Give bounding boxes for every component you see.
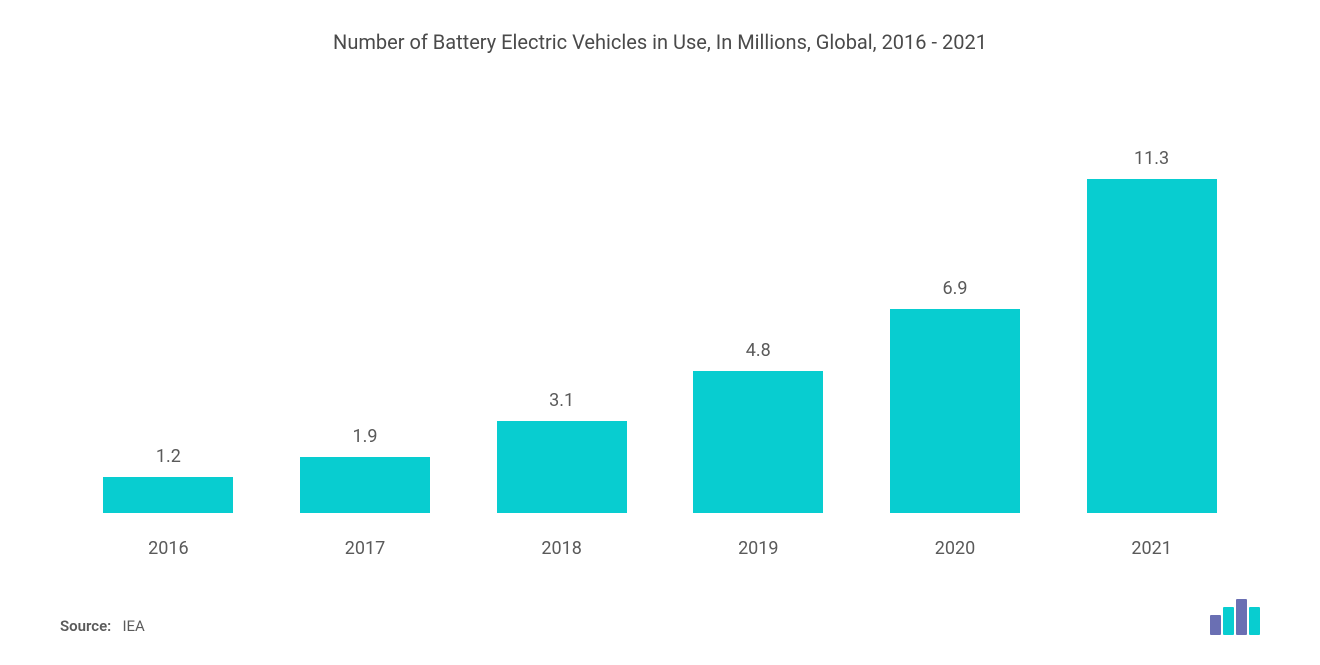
bar-group: 3.1: [497, 390, 627, 513]
bar-value-label: 4.8: [746, 340, 771, 361]
plot-area: 1.2 1.9 3.1 4.8 6.9 11.3: [50, 104, 1270, 523]
bar: [300, 457, 430, 513]
chart-title: Number of Battery Electric Vehicles in U…: [50, 30, 1270, 54]
logo-bar: [1223, 607, 1234, 635]
x-axis: 2016 2017 2018 2019 2020 2021: [50, 523, 1270, 559]
logo-bar: [1236, 599, 1247, 635]
logo-bar: [1249, 607, 1260, 635]
source-label: Source:: [60, 617, 111, 635]
x-tick-label: 2016: [103, 538, 233, 559]
bar-group: 4.8: [693, 340, 823, 513]
bar: [693, 371, 823, 513]
bar-group: 11.3: [1087, 148, 1217, 513]
x-tick-label: 2018: [497, 538, 627, 559]
bar-value-label: 1.9: [352, 426, 377, 447]
bar-group: 6.9: [890, 278, 1020, 513]
bar-group: 1.9: [300, 426, 430, 513]
chart-footer: Source: IEA: [50, 559, 1270, 645]
source-text: Source: IEA: [60, 617, 145, 635]
bar-value-label: 6.9: [942, 278, 967, 299]
brand-logo: [1210, 599, 1260, 635]
bar: [890, 309, 1020, 513]
logo-bar: [1210, 615, 1221, 635]
bar: [497, 421, 627, 513]
source-value: IEA: [122, 617, 144, 635]
bar-value-label: 11.3: [1134, 148, 1169, 169]
x-tick-label: 2021: [1087, 538, 1217, 559]
bar-group: 1.2: [103, 446, 233, 513]
chart-container: Number of Battery Electric Vehicles in U…: [0, 0, 1320, 665]
bar: [1087, 179, 1217, 513]
x-tick-label: 2019: [693, 538, 823, 559]
x-tick-label: 2020: [890, 538, 1020, 559]
bar: [103, 477, 233, 513]
bar-value-label: 1.2: [156, 446, 181, 467]
bar-value-label: 3.1: [549, 390, 574, 411]
x-tick-label: 2017: [300, 538, 430, 559]
